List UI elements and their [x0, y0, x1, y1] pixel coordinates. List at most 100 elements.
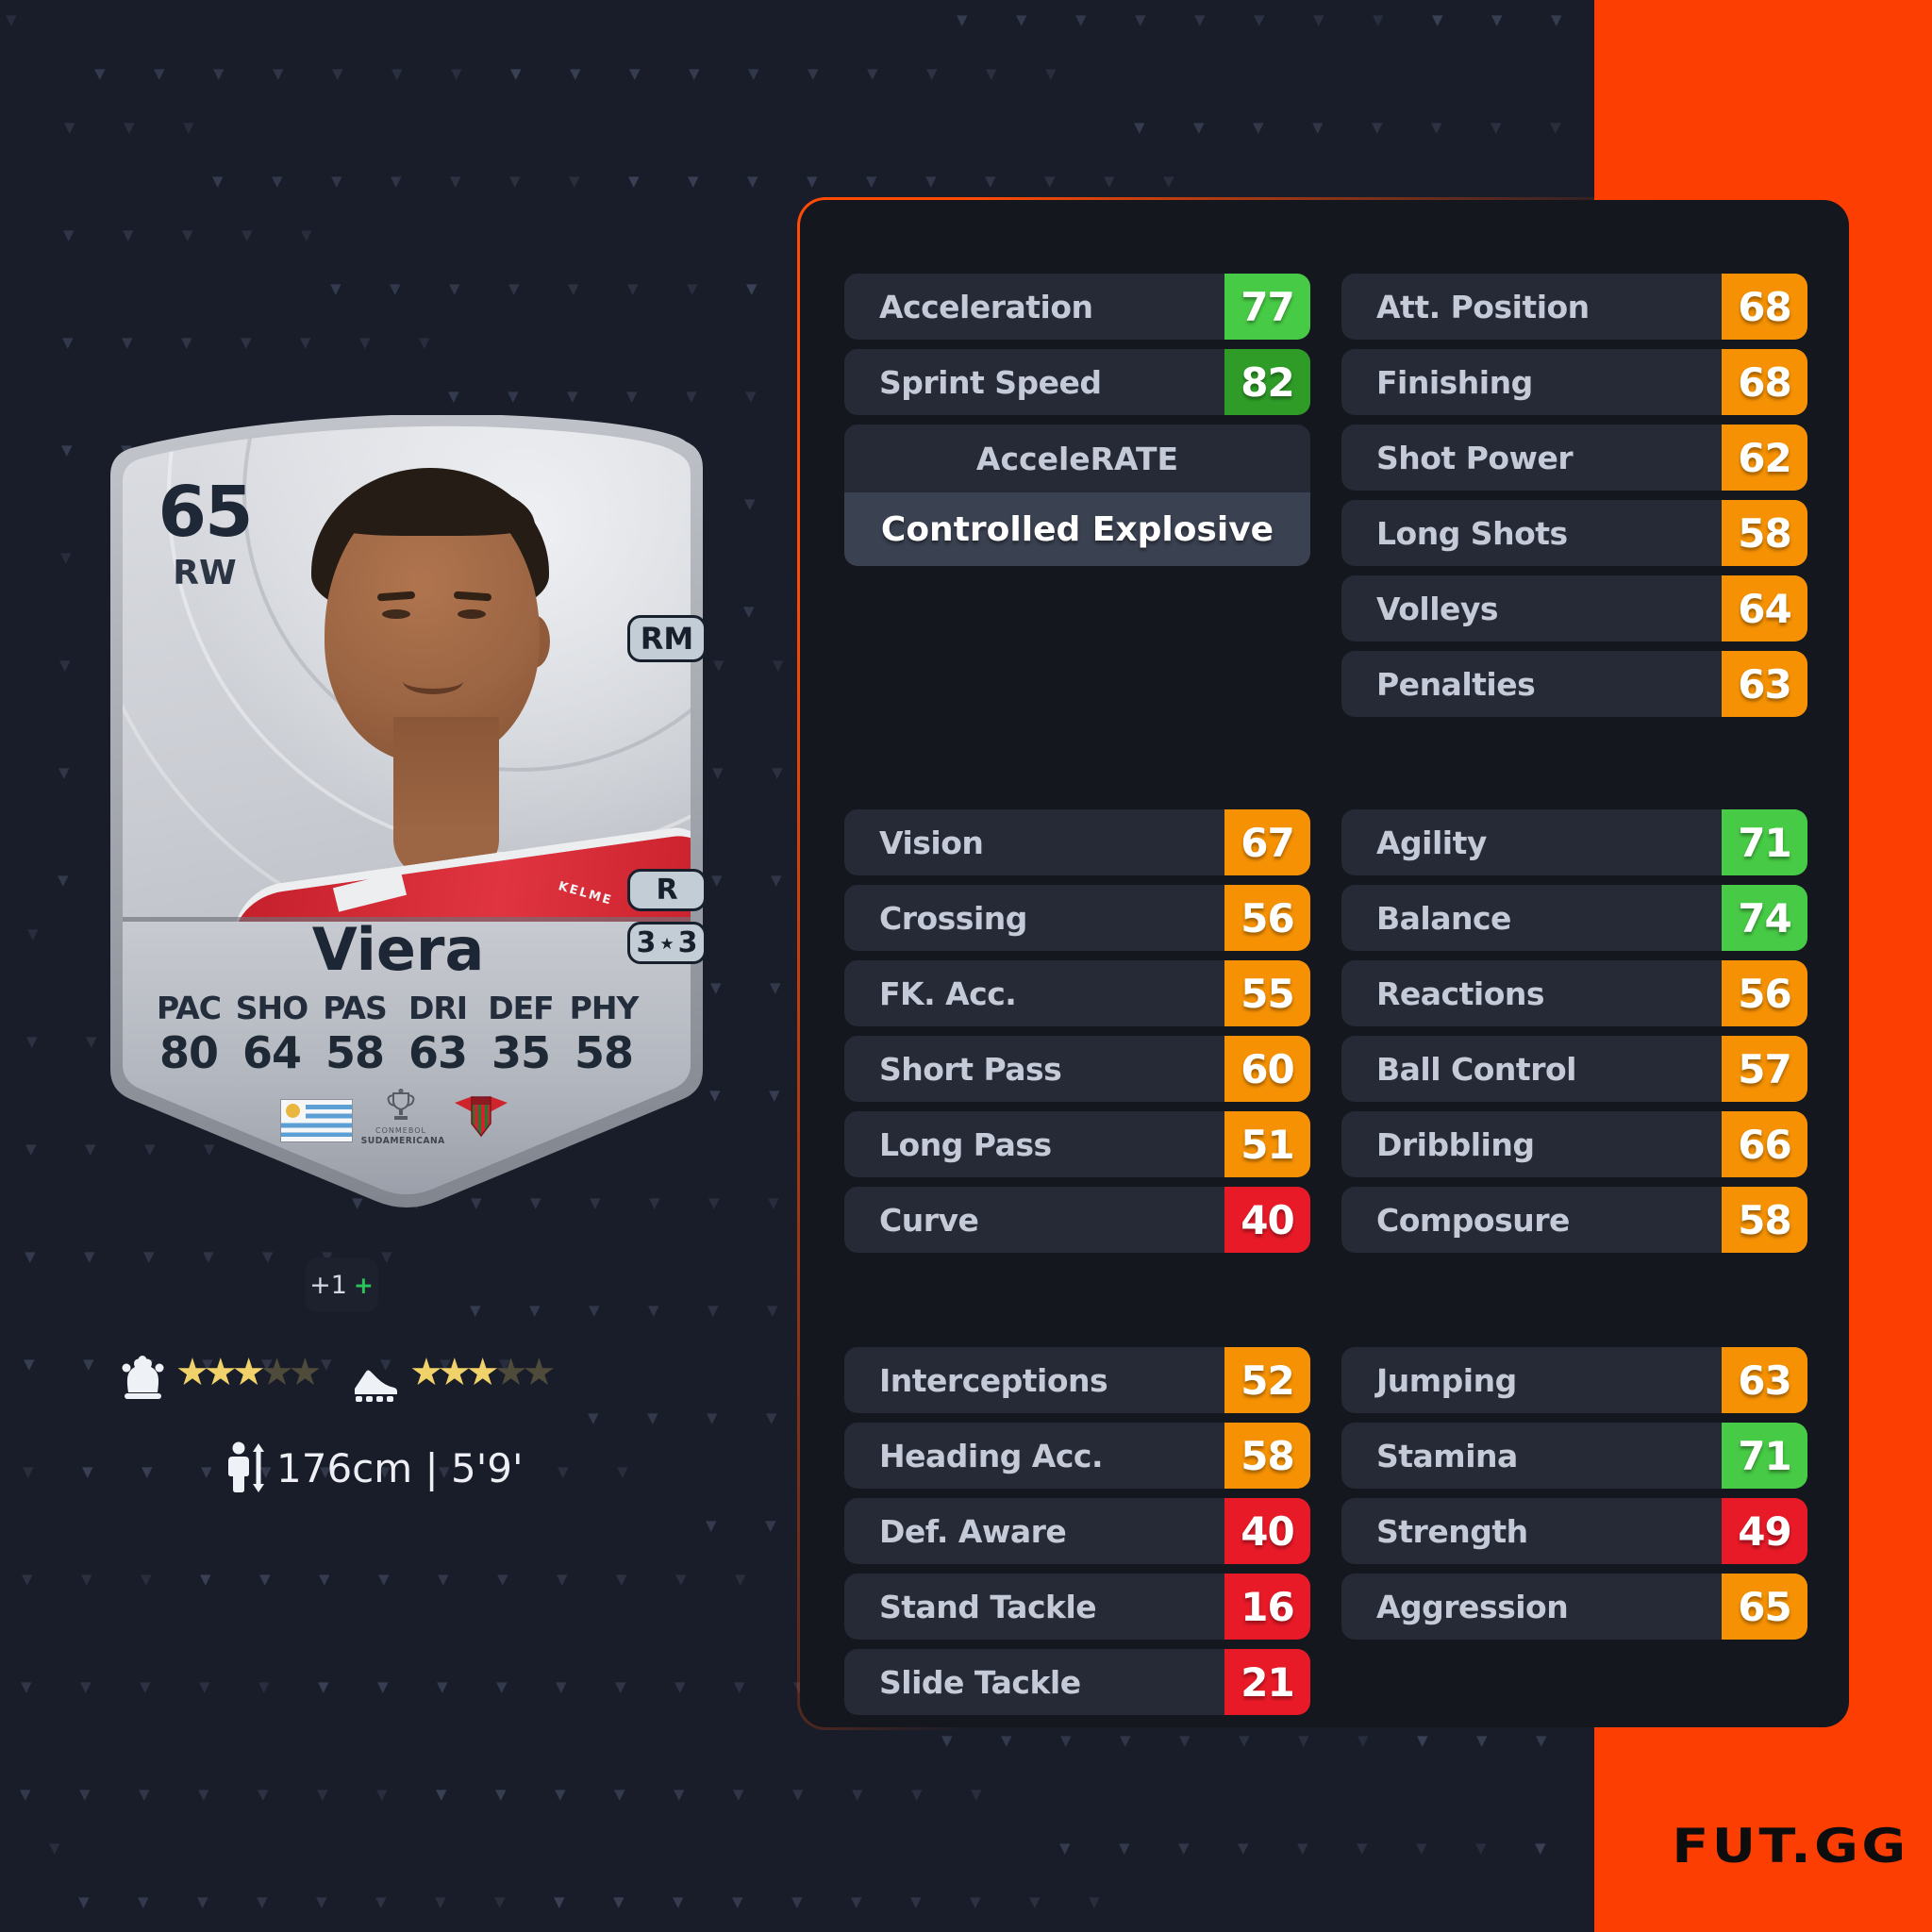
stat-row: Crossing 56	[844, 885, 1310, 951]
weak-foot-icon	[352, 1366, 399, 1407]
stats-column-left: Vision 67 Crossing 56 FK. Acc. 55 Short Pass 60…	[844, 809, 1310, 1262]
skill-weakfoot-badge: 3 ★ 3	[627, 922, 707, 964]
star-filled-icon: ★	[409, 1351, 443, 1394]
stat-row: Penalties 63	[1341, 651, 1807, 717]
stat-value: 56	[1722, 960, 1807, 1026]
stat-row: Sprint Speed 82	[844, 349, 1310, 415]
stat-label: Crossing	[879, 899, 1027, 937]
stat-value: 67	[1224, 809, 1310, 875]
stat-value: 82	[1224, 349, 1310, 415]
stat-value: 49	[1722, 1498, 1807, 1564]
trophy-glyph	[384, 1089, 418, 1123]
competition-line2: SUDAMERICANA	[360, 1135, 445, 1146]
stat-value: 68	[1722, 274, 1807, 340]
stat-row: Composure 58	[1341, 1187, 1807, 1253]
skill-moves-stars: ★★★★★	[175, 1350, 322, 1395]
card-attribute: DEF 35	[479, 992, 562, 1074]
height-value: 176cm | 5'9'	[276, 1445, 524, 1491]
card-attribute: DRI 63	[396, 992, 479, 1074]
stat-row: Interceptions 52	[844, 1347, 1310, 1413]
stat-row: Def. Aware 40	[844, 1498, 1310, 1564]
attribute-value: 80	[158, 1027, 218, 1078]
stat-label: Ball Control	[1376, 1050, 1576, 1088]
stat-label: Att. Position	[1376, 288, 1590, 325]
stats-section: Interceptions 52 Heading Acc. 58 Def. Aware 4…	[844, 1347, 1807, 1724]
accelerate-label: AcceleRATE	[844, 425, 1310, 492]
stat-row: Agility 71	[1341, 809, 1807, 875]
stat-label: Sprint Speed	[879, 363, 1102, 401]
attribute-value: 64	[242, 1027, 301, 1078]
card-divider	[110, 917, 703, 922]
stat-label: Finishing	[1376, 363, 1533, 401]
stats-section: Acceleration 77 Sprint Speed 82 AcceleRATE Co…	[844, 274, 1807, 726]
stats-column-right: Att. Position 68 Finishing 68 Shot Power 62 Lo…	[1341, 274, 1807, 726]
star-icon: ★	[659, 934, 675, 954]
stats-column-left: Interceptions 52 Heading Acc. 58 Def. Aware 4…	[844, 1347, 1310, 1724]
stats-column-right: Agility 71 Balance 74 Reactions 56 Ball Contro…	[1341, 809, 1807, 1262]
card-rating: 65	[158, 472, 252, 553]
player-card: KELME 65 RW Viera PAC 80 SHO 64 PAS 58 DRI 63 DE…	[110, 415, 707, 1212]
stat-row: Curve 40	[844, 1187, 1310, 1253]
star-filled-icon: ★	[437, 1351, 472, 1394]
star-empty-icon: ★	[493, 1351, 528, 1394]
stat-label: Stamina	[1376, 1437, 1518, 1474]
stat-value: 77	[1224, 274, 1310, 340]
stat-value: 21	[1224, 1649, 1310, 1715]
player-name: Viera	[311, 915, 485, 984]
stat-row: Long Pass 51	[844, 1111, 1310, 1177]
stat-label: Stand Tackle	[879, 1588, 1097, 1625]
stat-label: Vision	[879, 824, 984, 861]
attribute-label: SHO	[235, 990, 308, 1026]
card-face: KELME 65 RW Viera PAC 80 SHO 64 PAS 58 DRI 63 DE…	[110, 415, 703, 1212]
accelerate-block: AcceleRATE Controlled Explosive	[844, 425, 1310, 566]
stat-value: 56	[1224, 885, 1310, 951]
card-attribute: SHO 64	[230, 992, 313, 1074]
stat-value: 71	[1722, 809, 1807, 875]
stat-row: Dribbling 66	[1341, 1111, 1807, 1177]
stat-label: Shot Power	[1376, 439, 1574, 476]
brand-logo: FUT.GG	[1672, 1819, 1909, 1874]
weak-foot-count: 3	[677, 926, 698, 959]
stat-row: FK. Acc. 55	[844, 960, 1310, 1026]
stat-value: 40	[1224, 1498, 1310, 1564]
stat-label: Balance	[1376, 899, 1511, 937]
stat-value: 68	[1722, 349, 1807, 415]
alt-position-badge: RM	[627, 615, 707, 662]
stat-row: Slide Tackle 21	[844, 1649, 1310, 1715]
stat-row: Heading Acc. 58	[844, 1423, 1310, 1489]
star-filled-icon: ★	[231, 1351, 266, 1394]
stat-value: 63	[1722, 1347, 1807, 1413]
boost-value: +1	[309, 1270, 347, 1300]
stats-section: Vision 67 Crossing 56 FK. Acc. 55 Short Pass 60…	[844, 809, 1807, 1262]
stat-row: Att. Position 68	[1341, 274, 1807, 340]
card-attribute: PHY 58	[562, 992, 645, 1074]
stat-value: 62	[1722, 425, 1807, 491]
stat-row: Balance 74	[1341, 885, 1807, 951]
stat-row: Stand Tackle 16	[844, 1574, 1310, 1640]
stat-row: Vision 67	[844, 809, 1310, 875]
stat-value: 60	[1224, 1036, 1310, 1102]
star-filled-icon: ★	[203, 1351, 238, 1394]
stat-row: Finishing 68	[1341, 349, 1807, 415]
flag-sun	[286, 1104, 300, 1118]
stat-label: Composure	[1376, 1201, 1570, 1239]
stat-label: Def. Aware	[879, 1512, 1067, 1550]
stat-label: Dribbling	[1376, 1125, 1535, 1163]
uruguay-flag-icon	[281, 1100, 352, 1141]
stat-row: Short Pass 60	[844, 1036, 1310, 1102]
stat-row: Ball Control 57	[1341, 1036, 1807, 1102]
stat-label: Curve	[879, 1201, 979, 1239]
stat-label: Agility	[1376, 824, 1487, 861]
attribute-label: PHY	[569, 990, 639, 1026]
card-attribute: PAC 80	[147, 992, 230, 1074]
skill-moves-count: 3	[636, 926, 657, 959]
attribute-label: DRI	[408, 990, 468, 1026]
card-attribute: PAS 58	[313, 992, 396, 1074]
star-empty-icon: ★	[288, 1351, 322, 1394]
stats-column-left: Acceleration 77 Sprint Speed 82 AcceleRATE Co…	[844, 274, 1310, 575]
height-icon	[226, 1441, 266, 1498]
attribute-label: PAC	[157, 990, 221, 1026]
competition-line1: CONMEBOL	[375, 1126, 426, 1135]
stat-label: Aggression	[1376, 1588, 1569, 1625]
